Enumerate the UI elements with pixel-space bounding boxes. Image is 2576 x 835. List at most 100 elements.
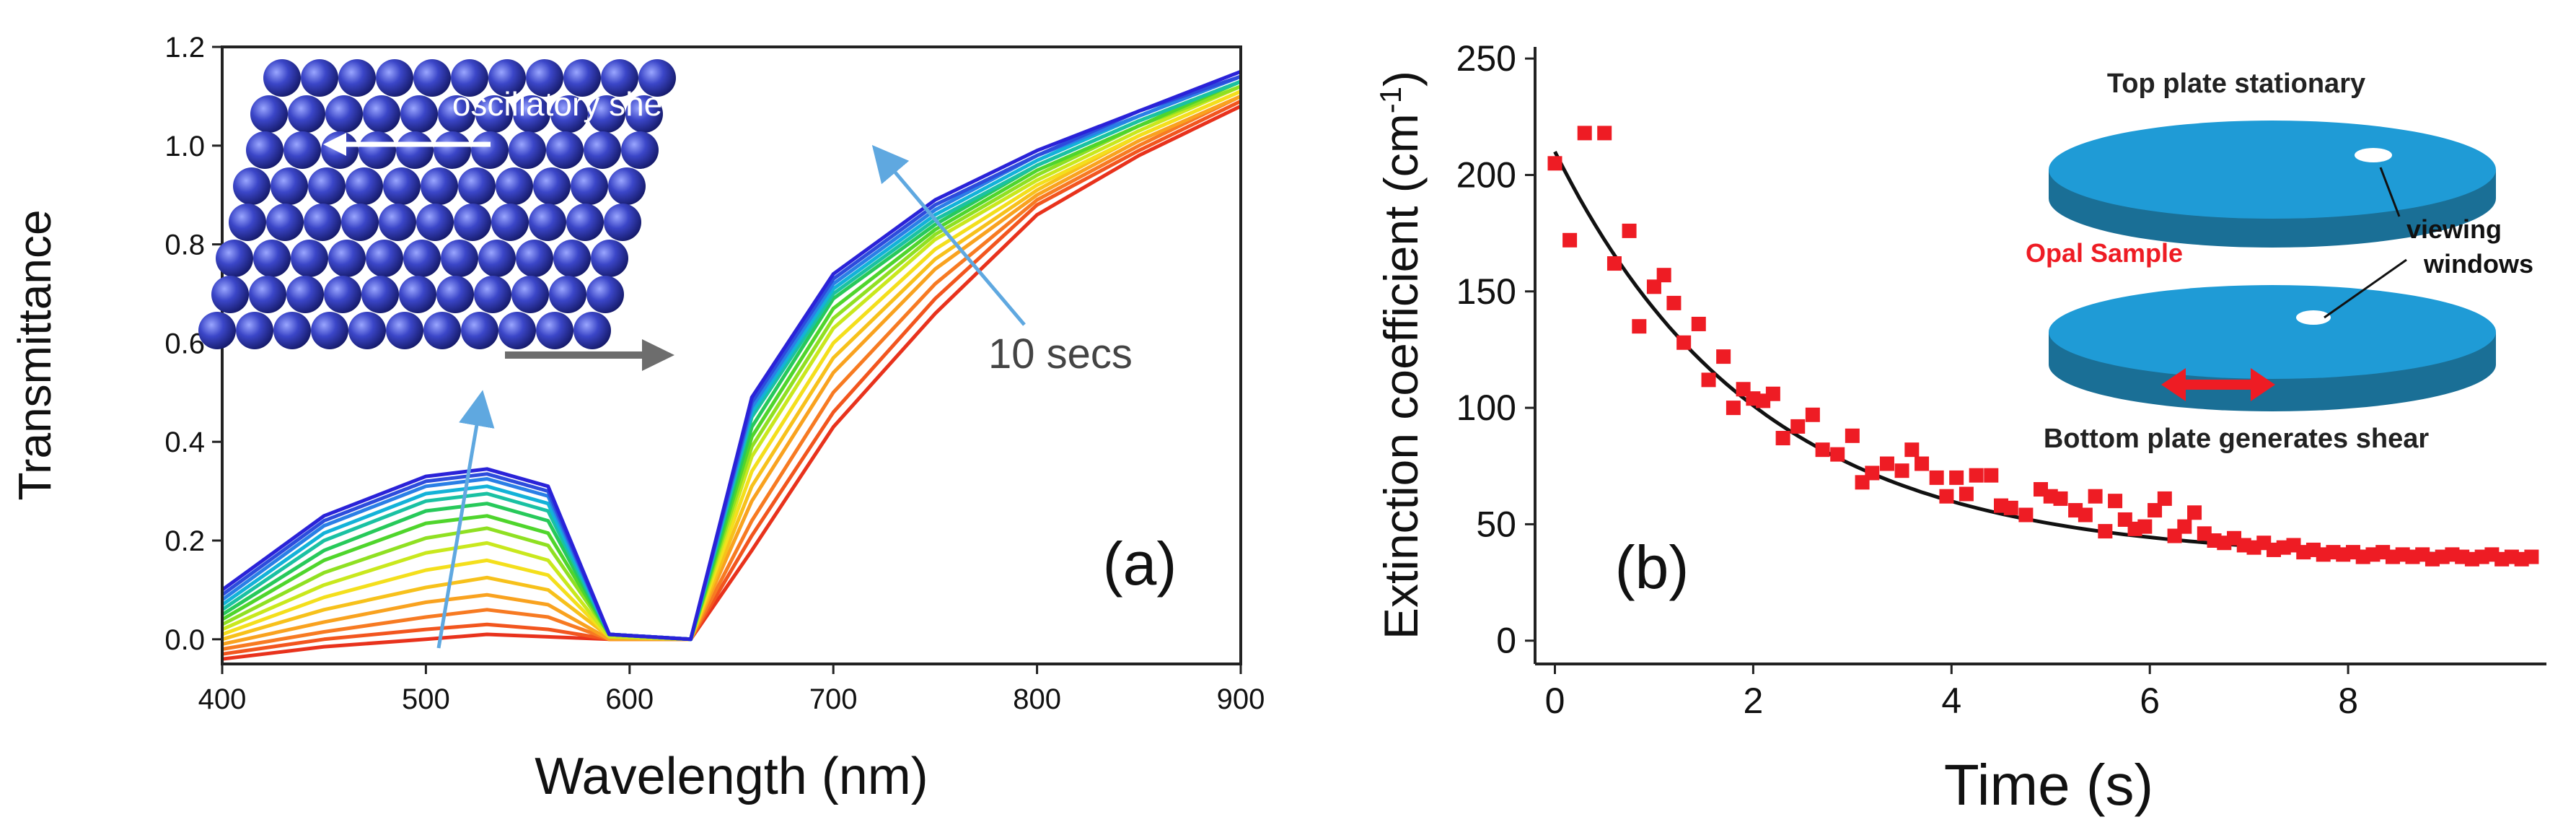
shear-arrowhead-left — [323, 133, 346, 156]
sphere — [604, 204, 641, 241]
sphere — [509, 131, 546, 169]
panel-b-y-tick-label: 150 — [1456, 271, 1516, 312]
panel-a-y-axis-label: Transmittance — [9, 209, 61, 500]
sphere — [211, 276, 249, 313]
data-point — [2078, 507, 2093, 523]
sphere — [474, 276, 511, 313]
sphere — [513, 95, 550, 133]
data-point — [1939, 489, 1954, 504]
sphere — [526, 59, 563, 97]
sphere — [348, 312, 386, 349]
sphere — [216, 240, 253, 277]
data-point — [1984, 468, 1999, 483]
window-pointer-top — [2379, 167, 2401, 217]
sphere — [383, 167, 421, 205]
sphere — [475, 95, 513, 133]
data-point — [1969, 468, 1984, 483]
panel-b-y-axis-label: Extinction coefficient (cm-1) — [1373, 71, 1428, 639]
sphere — [386, 312, 423, 349]
sphere — [311, 312, 348, 349]
panel-b-label: (b) — [1615, 533, 1689, 601]
shear-arrowhead-right — [642, 339, 674, 371]
data-point — [1656, 268, 1671, 283]
sphere — [441, 240, 478, 277]
data-point — [1765, 386, 1780, 401]
windows-label-1: viewing — [2406, 214, 2502, 244]
panel-a-y-tick-label: 0.6 — [164, 328, 205, 359]
sphere — [291, 240, 328, 277]
bottom-plate-label: Bottom plate generates shear — [2044, 424, 2429, 454]
sphere — [454, 204, 491, 241]
sphere — [421, 167, 458, 205]
data-point — [1929, 470, 1944, 485]
sphere — [588, 95, 625, 133]
top-plate — [2049, 121, 2496, 219]
sphere — [573, 312, 611, 349]
panel-b: 0 50 100 150 200 250 0 2 4 6 8 Extinction coeffic… — [1373, 38, 2546, 817]
sphere — [423, 312, 461, 349]
sphere — [436, 276, 474, 313]
sphere — [246, 131, 283, 169]
data-point — [1622, 223, 1637, 238]
sphere — [546, 131, 584, 169]
sphere — [478, 240, 516, 277]
data-point — [1632, 319, 1647, 334]
sphere — [625, 95, 663, 133]
data-point — [1606, 256, 1622, 271]
panel-a-plot-frame — [221, 45, 1242, 665]
shear-arrowhead-right-red — [2251, 368, 2275, 401]
sphere — [458, 167, 496, 205]
sphere — [498, 312, 536, 349]
sphere — [496, 167, 533, 205]
panel-b-x-tick-label: 2 — [1743, 681, 1763, 721]
data-point — [1790, 419, 1806, 434]
sphere — [403, 240, 441, 277]
panel-a-x-tick-label: 500 — [402, 683, 450, 715]
sphere — [638, 59, 676, 97]
sphere — [379, 204, 416, 241]
sphere — [608, 167, 646, 205]
data-point — [1666, 295, 1682, 310]
spectrum-line — [221, 69, 1241, 642]
panel-a-x-tick-label: 400 — [198, 683, 247, 715]
sphere — [563, 59, 601, 97]
sphere — [601, 59, 638, 97]
data-point — [2053, 491, 2068, 506]
sphere — [359, 131, 396, 169]
sphere — [229, 204, 266, 241]
sphere — [416, 204, 454, 241]
sphere — [198, 312, 236, 349]
data-point — [1676, 335, 1692, 350]
panel-b-x-tick-label: 8 — [2338, 681, 2358, 721]
data-point — [1701, 372, 1716, 388]
sphere — [400, 95, 438, 133]
sphere — [396, 131, 434, 169]
panel-b-y-tick-label: 50 — [1476, 504, 1516, 544]
sphere — [273, 312, 311, 349]
sphere — [236, 312, 273, 349]
inset-label: oscillatory shear — [452, 85, 692, 123]
sphere — [361, 276, 399, 313]
data-point — [2177, 519, 2192, 534]
data-point — [1949, 470, 1964, 485]
sphere — [471, 131, 509, 169]
sphere — [271, 167, 308, 205]
data-point — [2524, 549, 2539, 564]
data-point — [1815, 442, 1830, 458]
time-annotation: 10 secs — [988, 331, 1133, 377]
window-pointer-bottom — [2324, 258, 2407, 319]
panel-a-x-tick-label: 600 — [605, 683, 654, 715]
data-point — [1691, 316, 1706, 331]
panel-a-y-tick-label: 1.2 — [164, 32, 205, 64]
sphere — [324, 276, 361, 313]
sphere — [266, 204, 304, 241]
data-point — [1830, 447, 1845, 462]
data-point — [1904, 442, 1920, 458]
panel-a-y-tick-label: 0.0 — [164, 624, 205, 656]
data-point — [2137, 519, 2153, 534]
panel-b-y-tick-label: 200 — [1456, 154, 1516, 195]
panel-b-x-tick-label: 4 — [1941, 681, 1961, 721]
rheometer-inset: Top plate stationary Opal Sample viewing… — [2026, 69, 2533, 454]
panel-b-y-tick-label: 100 — [1456, 388, 1516, 428]
